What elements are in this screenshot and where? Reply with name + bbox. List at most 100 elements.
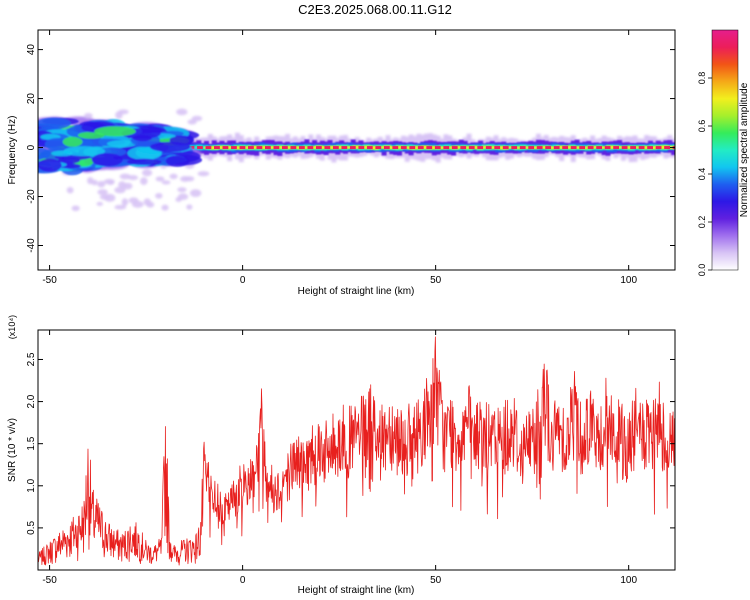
heat-cell [383,146,390,150]
heat-cell [155,192,163,199]
colorbar-gradient [712,30,738,270]
colorbar-tick-label: 0.6 [697,120,707,133]
x-tick-label: -50 [42,575,57,586]
snr-x-ticks: -50 0 50 100 [42,330,637,586]
heat-cell [91,153,123,167]
heat-cell [248,146,254,150]
heat-cell [114,204,127,210]
heat-cell [494,146,501,150]
heat-cell [341,146,348,150]
heat-cell [613,146,620,150]
heat-cell [599,146,608,149]
heat-cell [176,108,188,116]
colorbar-label: Normalized spectral amplitude [739,82,750,217]
heat-cell [180,176,190,182]
heat-cell [197,146,203,150]
heat-cell [96,201,104,206]
heat-cell [570,146,577,150]
heat-cell [131,200,144,208]
heat-cell [528,146,535,150]
snr-y-axis-label: SNR (10 * v/v) [7,418,18,482]
heat-cell [327,145,336,150]
heat-cell [460,146,467,150]
heat-cell [511,146,518,150]
y-tick-label: -20 [26,189,37,204]
y-tick-label: 20 [26,93,37,105]
y-tick-label: -40 [26,238,37,253]
heat-cell [38,158,62,172]
heat-cell [265,146,271,150]
heat-cell [106,140,138,148]
heat-cell [621,146,628,150]
heat-cell [349,146,356,150]
heat-cell [352,145,361,149]
heat-cell [97,180,106,188]
heat-cell [169,173,178,180]
snr-frame [37,329,676,571]
heat-cell [409,146,416,150]
y-tick-label: 0 [26,144,37,150]
spectrogram-x-axis-label: Height of straight line (km) [298,286,415,297]
y-tick-label: 0.5 [26,521,37,535]
spectrogram-frame [37,29,676,271]
heat-cell [545,146,552,150]
heat-cell [502,146,509,150]
y-tick-label: 1.0 [26,478,37,492]
heat-cell [114,186,126,194]
heat-cell [149,141,191,152]
heat-cell [273,146,280,150]
heat-cell [307,146,314,150]
heat-cell [127,146,162,161]
heat-cell [556,145,565,149]
heat-cell [132,134,152,142]
heat-cell [596,146,603,150]
heat-cell [485,146,492,150]
heat-cell [664,146,670,150]
heat-cell [97,189,108,196]
heat-cell [536,146,543,150]
spectrogram-panel: -50 0 50 100 40 20 0 -20 -40 Height of straight… [7,29,676,297]
heat-cell [298,146,305,150]
heat-cell [443,146,450,150]
heat-cell [84,112,93,119]
heat-cell [579,146,586,150]
heat-cell [587,146,594,150]
colorbar-tick-label: 0.0 [697,264,707,277]
x-tick-label: 100 [620,575,637,586]
heat-cell [370,146,379,150]
heat-cell [119,173,131,180]
colorbar-tick-label: 0.8 [697,72,707,85]
y-tick-label: 1.5 [26,436,37,450]
spectrogram-y-axis-label: Frequency (Hz) [7,116,18,185]
heat-cell [177,193,189,201]
heat-cell [187,119,197,125]
snr-series-line [38,336,675,566]
heat-cell [165,155,190,167]
heat-cell [141,169,153,177]
heat-cell [400,146,407,150]
spectrogram-broadband-core [38,117,203,176]
heat-cell [638,146,645,150]
heat-cell [121,198,129,206]
heat-cell [216,145,225,150]
snr-background [38,330,675,570]
x-tick-label: 0 [240,275,246,286]
heat-cell [434,146,441,150]
snr-x-axis-label: Height of straight line (km) [298,585,415,596]
heat-cell [281,146,288,150]
heat-cell [315,146,322,150]
heat-cell [104,193,116,202]
snr-scale-label: (x10⁴) [7,315,17,339]
heat-cell [87,177,94,185]
heat-cell [426,146,433,150]
snr-y-ticks: 0.5 1.0 1.5 2.0 2.5 [26,352,675,535]
heat-cell [647,146,653,150]
x-tick-label: -50 [42,275,57,286]
heat-cell [284,145,293,150]
heat-cell [122,182,133,190]
heat-cell [155,176,165,182]
colorbar-frame [711,29,739,271]
heat-cell [103,178,115,185]
heat-cell [66,186,74,194]
heat-cell [392,146,399,150]
